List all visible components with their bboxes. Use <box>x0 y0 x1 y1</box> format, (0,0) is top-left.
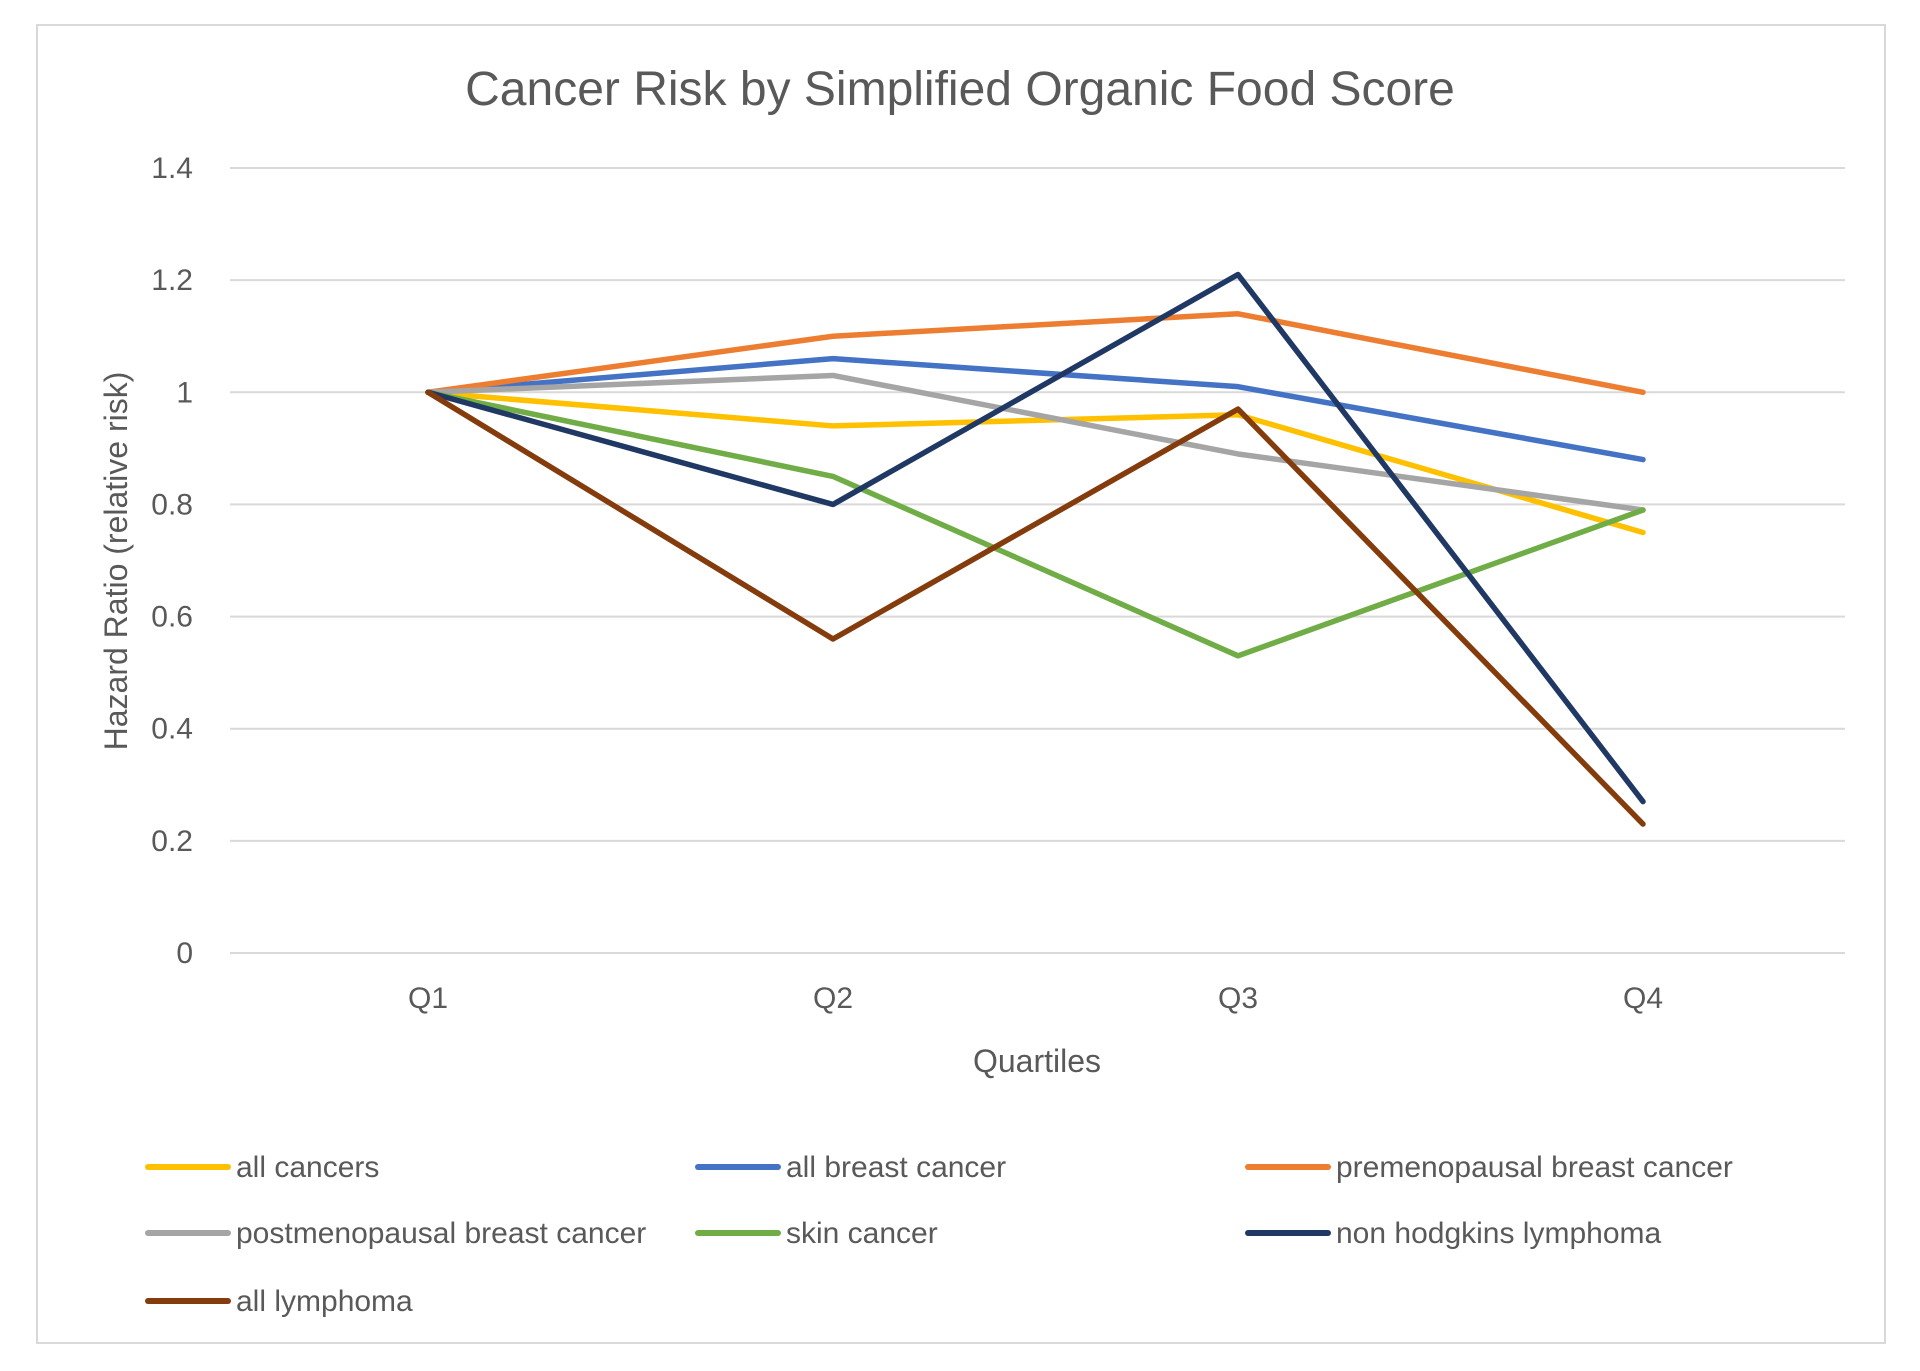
gridlines <box>230 167 1845 954</box>
y-tick-label: 0.6 <box>151 601 193 634</box>
chart-title: Cancer Risk by Simplified Organic Food S… <box>465 63 1455 116</box>
legend-item: premenopausal breast cancer <box>1245 1151 1733 1184</box>
legend-item: all cancers <box>145 1151 379 1184</box>
legend-label: premenopausal breast cancer <box>1336 1151 1733 1184</box>
series-line-premenopausal-breast-cancer <box>425 311 1646 396</box>
x-tick-label: Q1 <box>408 982 448 1015</box>
series-line-skin-cancer <box>425 389 1646 659</box>
chart-frame <box>36 24 1886 1344</box>
legend-label: postmenopausal breast cancer <box>236 1217 646 1250</box>
y-tick-label: 1 <box>176 376 193 409</box>
x-tick-label: Q3 <box>1218 982 1258 1015</box>
y-tick-label: 0.8 <box>151 488 193 521</box>
x-tick-label: Q4 <box>1623 982 1663 1015</box>
series-line-all-cancers <box>425 389 1646 536</box>
y-tick-label: 1.4 <box>151 152 193 185</box>
y-tick-label: 0 <box>176 937 193 970</box>
x-axis-title: Quartiles <box>973 1043 1101 1079</box>
series-line-non-hodgkins-lymphoma <box>425 271 1646 805</box>
legend: all cancers all breast cancer premenopausa… <box>145 1151 1733 1318</box>
series-line-all-lymphoma <box>425 389 1646 827</box>
legend-item: non hodgkins lymphoma <box>1245 1217 1662 1250</box>
legend-label: all lymphoma <box>236 1285 413 1318</box>
legend-item: all lymphoma <box>145 1285 413 1318</box>
series-line-postmenopausal-breast-cancer <box>425 372 1646 513</box>
legend-item: skin cancer <box>695 1217 938 1250</box>
series-line-all-breast-cancer <box>425 355 1646 463</box>
x-tick-label: Q2 <box>813 982 853 1015</box>
series-lines <box>425 271 1646 827</box>
x-axis-ticks: Q1 Q2 Q3 Q4 <box>408 982 1663 1015</box>
legend-label: skin cancer <box>786 1217 938 1250</box>
legend-label: non hodgkins lymphoma <box>1336 1217 1662 1250</box>
y-tick-label: 0.4 <box>151 713 193 746</box>
y-tick-label: 1.2 <box>151 264 193 297</box>
legend-item: all breast cancer <box>695 1151 1006 1184</box>
y-axis-title: Hazard Ratio (relative risk) <box>98 372 134 751</box>
legend-label: all breast cancer <box>786 1151 1006 1184</box>
y-axis-ticks: 0 0.2 0.4 0.6 0.8 1 1.2 1.4 <box>151 152 193 970</box>
y-tick-label: 0.2 <box>151 825 193 858</box>
legend-label: all cancers <box>236 1151 379 1184</box>
legend-item: postmenopausal breast cancer <box>145 1217 646 1250</box>
